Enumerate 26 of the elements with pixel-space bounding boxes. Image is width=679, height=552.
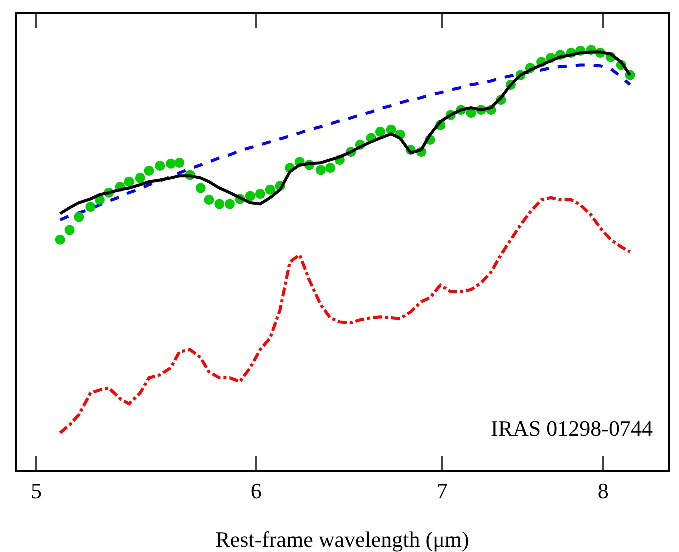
point bbox=[55, 234, 66, 245]
point bbox=[214, 199, 225, 210]
point bbox=[124, 176, 134, 187]
point bbox=[174, 158, 185, 168]
point bbox=[325, 163, 336, 174]
point bbox=[64, 225, 75, 236]
x-tick-label: 8 bbox=[598, 478, 609, 504]
annotation: IRAS 01298-0744 bbox=[491, 416, 653, 441]
point bbox=[74, 212, 84, 222]
point bbox=[245, 191, 256, 202]
point bbox=[316, 165, 326, 176]
x-tick-label: 6 bbox=[250, 478, 262, 504]
point bbox=[135, 173, 146, 184]
point bbox=[204, 195, 214, 206]
point bbox=[196, 183, 206, 194]
point bbox=[265, 184, 276, 195]
point bbox=[86, 202, 96, 212]
point bbox=[224, 199, 235, 210]
point bbox=[375, 126, 386, 137]
point bbox=[255, 189, 266, 200]
x-tick-label: 7 bbox=[436, 478, 448, 504]
x-tick-label: 5 bbox=[30, 478, 42, 504]
x-axis-title: Rest-frame wavelength (μm) bbox=[216, 527, 470, 552]
point bbox=[144, 166, 154, 176]
point bbox=[166, 158, 176, 169]
point bbox=[155, 161, 166, 171]
